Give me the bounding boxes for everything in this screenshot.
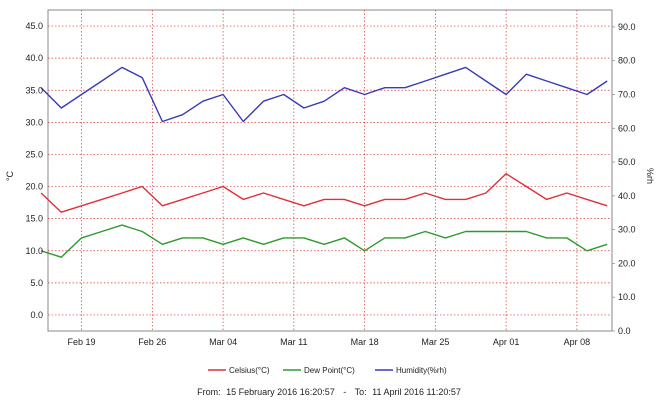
left-tick-label: 0.0 [30,310,43,320]
left-axis-title: °C [5,170,15,181]
legend-label-humidity: Humidity(%rh) [396,366,447,375]
right-tick-label: 90.0 [618,22,636,32]
right-tick-label: 10.0 [618,292,636,302]
left-tick-label: 45.0 [25,21,43,31]
left-tick-label: 20.0 [25,182,43,192]
to-label: To: [355,387,367,397]
left-tick-label: 10.0 [25,246,43,256]
legend-label-dew-point: Dew Point(°C) [304,366,355,375]
right-tick-label: 40.0 [618,191,636,201]
right-tick-label: 60.0 [618,123,636,133]
series-line-dew-point [40,224,608,258]
legend: Celsius(°C) Dew Point(°C) Humidity(%rh) [208,366,447,375]
right-tick-label: 70.0 [618,89,636,99]
right-tick-label: 50.0 [618,157,636,167]
grid [48,10,612,331]
x-tick-label: Mar 11 [280,337,307,347]
left-axis-ticks: 0.0 5.0 10.0 15.0 20.0 25.0 30.0 35.0 40.0 45.0 [25,21,43,320]
x-tick-label: Mar 18 [351,337,379,347]
right-tick-label: 0.0 [618,326,631,336]
x-tick-label: Apr 01 [493,337,520,347]
x-tick-label: Feb 26 [138,337,166,347]
series-layer [40,66,608,258]
series-line-celsius [40,172,608,213]
to-value: 11 April 2016 11:20:57 [372,387,461,397]
plot-area [47,9,613,332]
x-tick-label: Feb 19 [68,337,96,347]
range-separator: - [343,387,346,397]
legend-label-celsius: Celsius(°C) [229,366,270,375]
date-range-footer: From: 15 February 2016 16:20:57 - To: 11… [197,387,461,397]
x-tick-label: Mar 25 [421,337,449,347]
left-tick-label: 30.0 [25,117,43,127]
from-label: From: [197,387,221,397]
right-tick-label: 80.0 [618,56,636,66]
left-tick-label: 40.0 [25,53,43,63]
x-tick-label: Apr 08 [564,337,591,347]
left-tick-label: 5.0 [30,278,43,288]
right-axis-ticks: 0.0 10.0 20.0 30.0 40.0 50.0 60.0 70.0 80.0 90.0 [612,22,636,336]
right-tick-label: 20.0 [618,258,636,268]
from-value: 15 February 2016 16:20:57 [226,387,335,397]
left-tick-label: 15.0 [25,214,43,224]
left-tick-label: 35.0 [25,85,43,95]
left-tick-label: 25.0 [25,149,43,159]
series-line-humidity [40,66,608,123]
x-tick-label: Mar 04 [209,337,237,347]
right-tick-label: 30.0 [618,225,636,235]
right-axis-title: %rh [645,168,655,184]
x-axis-ticks: Feb 19 Feb 26 Mar 04 Mar 11 Mar 18 Mar 25 Apr … [68,337,591,347]
